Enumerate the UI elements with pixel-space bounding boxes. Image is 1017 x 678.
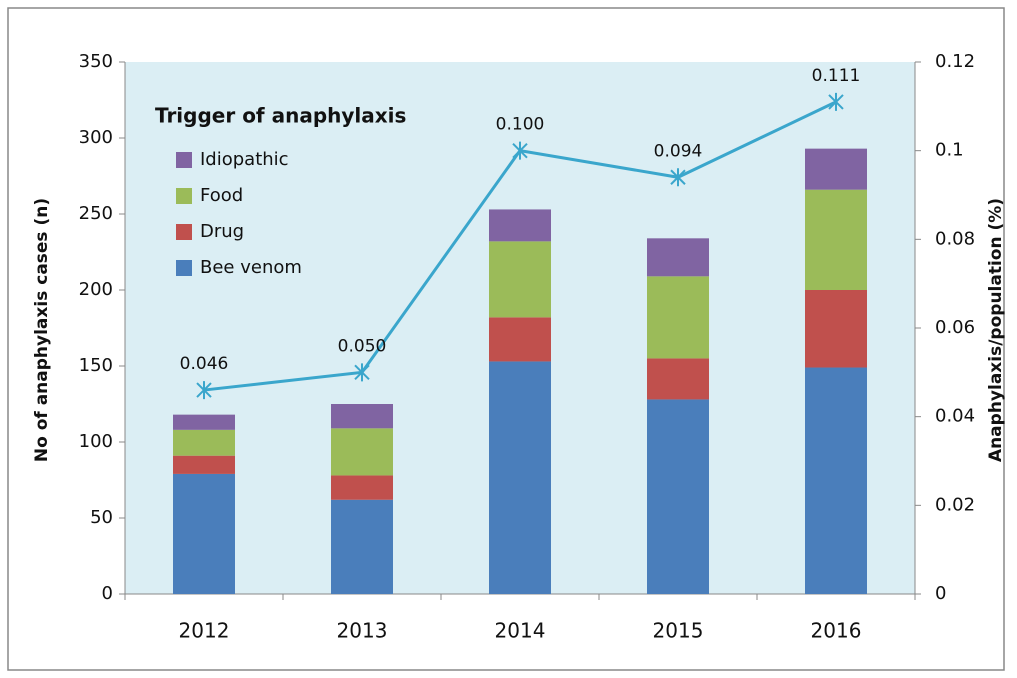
y-tick-label: 150 bbox=[79, 355, 113, 376]
bar-segment bbox=[331, 475, 393, 500]
line-marker bbox=[354, 363, 370, 382]
legend-swatch bbox=[176, 260, 192, 276]
y-tick-label: 200 bbox=[79, 279, 113, 300]
y-tick-label: 300 bbox=[79, 127, 113, 148]
legend-label: Food bbox=[200, 185, 243, 206]
legend-swatch bbox=[176, 152, 192, 168]
y-axis-title: No of anaphylaxis cases (n) bbox=[32, 198, 52, 462]
legend-label: Idiopathic bbox=[200, 149, 289, 170]
bar-segment bbox=[647, 399, 709, 594]
y-tick-label: 100 bbox=[79, 431, 113, 452]
bar-segment bbox=[489, 209, 551, 242]
data-label: 0.100 bbox=[496, 115, 545, 135]
bar-segment bbox=[805, 290, 867, 368]
bar-segment bbox=[489, 361, 551, 594]
bar-segment bbox=[173, 414, 235, 430]
line-marker bbox=[828, 92, 844, 111]
y2-tick-label: 0.04 bbox=[935, 406, 975, 427]
bar-segment bbox=[647, 276, 709, 359]
y2-tick-label: 0.06 bbox=[935, 317, 975, 338]
data-label: 0.111 bbox=[812, 66, 861, 86]
line-marker bbox=[196, 381, 212, 400]
bar-segment bbox=[331, 499, 393, 594]
y-tick-label: 250 bbox=[79, 203, 113, 224]
line-marker bbox=[670, 168, 686, 187]
bar-segment bbox=[173, 473, 235, 594]
bar-segment bbox=[173, 455, 235, 474]
x-tick-label: 2012 bbox=[179, 619, 230, 643]
y2-tick-label: 0 bbox=[935, 583, 946, 604]
x-tick-label: 2016 bbox=[811, 619, 862, 643]
y2-axis-title: Anaphylaxis/population (%) bbox=[986, 198, 1006, 462]
x-tick-label: 2015 bbox=[653, 619, 704, 643]
legend-label: Bee venom bbox=[200, 257, 302, 278]
y-tick-label: 350 bbox=[79, 51, 113, 72]
legend-swatch bbox=[176, 188, 192, 204]
bar-segment bbox=[489, 317, 551, 362]
bar-segment bbox=[805, 189, 867, 290]
bar-segment bbox=[173, 429, 235, 456]
data-label: 0.046 bbox=[180, 354, 229, 374]
legend-label: Drug bbox=[200, 221, 244, 242]
data-label: 0.050 bbox=[338, 336, 387, 356]
x-tick-label: 2013 bbox=[337, 619, 388, 643]
bar-segment bbox=[489, 241, 551, 318]
bar-segment bbox=[331, 404, 393, 429]
y2-tick-label: 0.02 bbox=[935, 494, 975, 515]
legend-swatch bbox=[176, 224, 192, 240]
bar-segment bbox=[647, 238, 709, 277]
y-tick-label: 50 bbox=[90, 507, 113, 528]
bar-segment bbox=[647, 358, 709, 400]
y2-tick-label: 0.1 bbox=[935, 140, 964, 161]
x-tick-label: 2014 bbox=[495, 619, 546, 643]
bar-segment bbox=[331, 428, 393, 476]
y2-tick-label: 0.08 bbox=[935, 228, 975, 249]
bar-segment bbox=[805, 148, 867, 190]
y-tick-label: 0 bbox=[102, 583, 113, 604]
line-marker bbox=[512, 141, 528, 160]
legend-title: Trigger of anaphylaxis bbox=[155, 104, 406, 128]
data-label: 0.094 bbox=[654, 141, 703, 161]
bar-segment bbox=[805, 367, 867, 594]
y2-tick-label: 0.12 bbox=[935, 51, 975, 72]
